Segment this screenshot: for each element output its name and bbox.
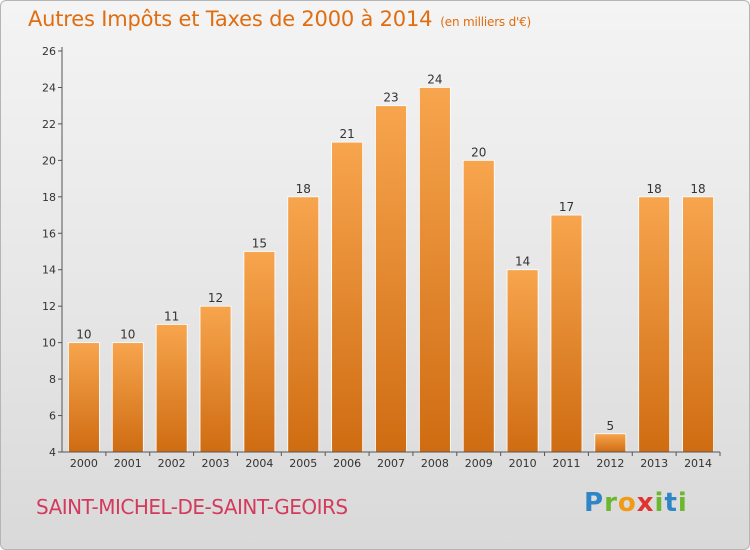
y-tick-label: 8 xyxy=(49,373,56,386)
y-tick-label: 10 xyxy=(42,337,56,350)
bar-2008 xyxy=(418,87,451,453)
y-tick-label: 16 xyxy=(42,227,56,240)
value-label-2001: 10 xyxy=(120,328,135,342)
brand-logo[interactable]: Proxiti xyxy=(584,488,688,518)
value-label-2013: 18 xyxy=(647,182,662,196)
bar-2005 xyxy=(287,196,320,453)
value-label-2000: 10 xyxy=(76,328,91,342)
value-label-2009: 20 xyxy=(471,145,486,159)
value-label-2006: 21 xyxy=(339,127,354,141)
x-tick-label-2011: 2011 xyxy=(552,457,580,470)
bar-2011 xyxy=(550,214,583,453)
value-label-2014: 18 xyxy=(690,182,705,196)
y-tick-label: 20 xyxy=(42,154,56,167)
chart-unit: (en milliers d'€) xyxy=(440,15,532,29)
bar-2004 xyxy=(243,251,276,453)
x-tick-label-2000: 2000 xyxy=(70,457,98,470)
x-tick-label-2004: 2004 xyxy=(245,457,273,470)
x-tick-label-2010: 2010 xyxy=(509,457,537,470)
y-tick-label: 22 xyxy=(42,118,56,131)
y-tick-label: 4 xyxy=(49,446,56,459)
bar-2014 xyxy=(682,196,714,453)
y-tick-label: 6 xyxy=(49,410,56,423)
bar-2001 xyxy=(111,342,144,453)
chart-title-text: Autres Impôts et Taxes de 2000 à 2014 xyxy=(28,7,433,31)
x-tick-label-2013: 2013 xyxy=(640,457,668,470)
x-tick-label-2014: 2014 xyxy=(684,457,712,470)
value-label-2004: 15 xyxy=(252,237,267,251)
y-tick-label: 26 xyxy=(42,45,56,58)
bars-group: 10 10 11 12 15 18 21 23 24 20 14 17 5 18 18 xyxy=(68,72,714,453)
y-tick-label: 12 xyxy=(42,300,56,313)
bar-2013 xyxy=(638,196,671,453)
bar-2002 xyxy=(155,324,188,453)
y-tick-label: 24 xyxy=(42,81,56,94)
value-label-2010: 14 xyxy=(515,255,530,269)
chart-title: Autres Impôts et Taxes de 2000 à 2014 (en… xyxy=(28,7,531,31)
commune-name: SAINT-MICHEL-DE-SAINT-GEOIRS xyxy=(36,495,348,519)
x-tick-label-2007: 2007 xyxy=(377,457,405,470)
x-tick-label-2005: 2005 xyxy=(289,457,317,470)
value-label-2003: 12 xyxy=(208,291,223,305)
bar-2007 xyxy=(375,105,407,453)
x-tick-label-2012: 2012 xyxy=(596,457,624,470)
value-label-2005: 18 xyxy=(296,182,311,196)
value-label-2007: 23 xyxy=(383,91,398,105)
axes-group: 4 6 8 10 12 14 16 18 20 22 24 26 2000 2001 2002 2003 200… xyxy=(42,45,721,470)
x-tick-label-2003: 2003 xyxy=(202,457,230,470)
bar-2000 xyxy=(68,342,100,453)
value-label-2012: 5 xyxy=(607,419,615,433)
x-tick-label-2002: 2002 xyxy=(158,457,186,470)
value-label-2008: 24 xyxy=(427,72,442,86)
x-tick-label-2006: 2006 xyxy=(333,457,361,470)
bar-2006 xyxy=(331,141,364,453)
x-tick-label-2008: 2008 xyxy=(421,457,449,470)
bar-2010 xyxy=(506,269,539,453)
y-tick-label: 14 xyxy=(42,264,56,277)
y-tick-label: 18 xyxy=(42,191,56,204)
x-tick-label-2009: 2009 xyxy=(465,457,493,470)
bar-2009 xyxy=(462,159,495,453)
value-label-2011: 17 xyxy=(559,200,574,214)
value-label-2002: 11 xyxy=(164,309,179,323)
bar-2012 xyxy=(594,433,627,453)
bar-2003 xyxy=(199,305,232,453)
x-tick-label-2001: 2001 xyxy=(114,457,142,470)
